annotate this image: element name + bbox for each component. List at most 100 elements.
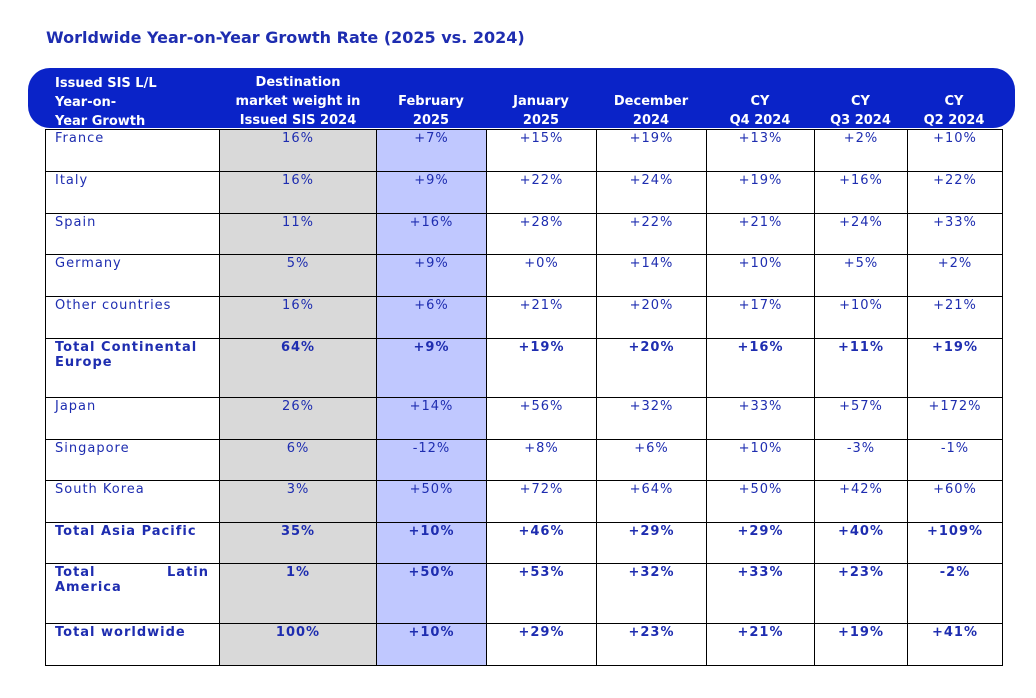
growth-table: France 16% +7% +15% +19% +13% +2% +10% Italy 16% +… (45, 129, 1003, 666)
value-cell: +6% (376, 296, 487, 339)
header-text: Issued SIS 2024 (239, 113, 357, 128)
value-cell: +57% (814, 397, 908, 440)
value-cell: +14% (376, 397, 487, 440)
value-cell: +23% (596, 623, 707, 666)
header-text: December (613, 94, 689, 109)
value-cell: +72% (486, 480, 597, 523)
table-row: Other countries 16% +6% +21% +20% +17% +10% +21… (45, 296, 1003, 339)
row-label: Total Continental Europe (45, 338, 220, 398)
value-cell: +42% (814, 480, 908, 523)
value-cell: +17% (706, 296, 815, 339)
header-text: 2024 (632, 113, 670, 128)
header-text: Year-on- (55, 95, 117, 110)
value-cell: +8% (486, 439, 597, 481)
value-cell: +28% (486, 213, 597, 255)
value-cell: +7% (376, 129, 487, 172)
table-row: Total Continental Europe 64% +9% +19% +20% +1… (45, 338, 1003, 398)
value-cell: +21% (706, 623, 815, 666)
value-cell: +22% (486, 171, 597, 214)
value-cell: +29% (596, 522, 707, 564)
row-label: Germany (45, 254, 220, 297)
value-cell: +9% (376, 254, 487, 297)
header-text: Q2 2024 (923, 113, 985, 128)
value-cell: +33% (907, 213, 1003, 255)
header-text: Q3 2024 (830, 113, 891, 128)
table-row: Total Latin America 1% +50% +53% +32% +33% +23% -… (45, 563, 1003, 624)
value-cell: +10% (907, 129, 1003, 172)
row-label: Japan (45, 397, 220, 440)
row-label: South Korea (45, 480, 220, 523)
value-cell: +21% (486, 296, 597, 339)
table-row: Singapore 6% -12% +8% +6% +10% -3% -1% (45, 439, 1003, 481)
value-cell: -1% (907, 439, 1003, 481)
value-cell: +6% (596, 439, 707, 481)
value-cell: +29% (706, 522, 815, 564)
header-col-q2-2024: CY Q2 2024 (907, 74, 1001, 130)
value-cell: +109% (907, 522, 1003, 564)
header-col-q3-2024: CY Q3 2024 (814, 74, 907, 130)
header-text: Year Growth (55, 114, 146, 129)
value-cell: 100% (219, 623, 377, 666)
header-text: market weight in (235, 94, 361, 109)
table-row: Japan 26% +14% +56% +32% +33% +57% +172% (45, 397, 1003, 440)
value-cell: +19% (486, 338, 597, 398)
header-text: Q4 2024 (729, 113, 791, 128)
value-cell: +32% (596, 397, 707, 440)
value-cell: 35% (219, 522, 377, 564)
value-cell: 11% (219, 213, 377, 255)
value-cell: +33% (706, 397, 815, 440)
header-text: CY (851, 94, 870, 109)
header-text: January (513, 94, 569, 109)
value-cell: +22% (907, 171, 1003, 214)
value-cell: +21% (706, 213, 815, 255)
value-cell: 6% (219, 439, 377, 481)
value-cell: +24% (814, 213, 908, 255)
value-cell: +10% (706, 254, 815, 297)
table-header: Issued SIS L/L Year-on- Year Growth Dest… (28, 68, 1015, 130)
header-text: February (398, 94, 464, 109)
value-cell: +20% (596, 296, 707, 339)
value-cell: +50% (376, 563, 487, 624)
value-cell: +29% (486, 623, 597, 666)
value-cell: +16% (814, 171, 908, 214)
table-row: South Korea 3% +50% +72% +64% +50% +42% +60% (45, 480, 1003, 523)
value-cell: +10% (706, 439, 815, 481)
header-text: Destination (255, 75, 341, 90)
value-cell: +2% (907, 254, 1003, 297)
header-col-feb-2025: February 2025 (376, 74, 486, 130)
value-cell: +172% (907, 397, 1003, 440)
value-cell: 16% (219, 296, 377, 339)
value-cell: +16% (706, 338, 815, 398)
value-cell: +56% (486, 397, 597, 440)
table-row: Total Asia Pacific 35% +10% +46% +29% +29% +40… (45, 522, 1003, 564)
value-cell: +9% (376, 171, 487, 214)
row-label: Other countries (45, 296, 220, 339)
header-text: CY (944, 94, 964, 109)
table-row: Italy 16% +9% +22% +24% +19% +16% +22% (45, 171, 1003, 214)
value-cell: +10% (376, 623, 487, 666)
header-col-weight: Destination market weight in Issued SIS … (220, 74, 376, 130)
value-cell: +64% (596, 480, 707, 523)
header-col-market: Issued SIS L/L Year-on- Year Growth (55, 74, 225, 130)
page-title: Worldwide Year-on-Year Growth Rate (2025… (46, 28, 525, 47)
header-text: CY (750, 94, 770, 109)
value-cell: +22% (596, 213, 707, 255)
value-cell: +11% (814, 338, 908, 398)
value-cell: +20% (596, 338, 707, 398)
value-cell: +32% (596, 563, 707, 624)
value-cell: +10% (814, 296, 908, 339)
label-word: America (55, 580, 122, 595)
table-row: France 16% +7% +15% +19% +13% +2% +10% (45, 129, 1003, 172)
value-cell: +0% (486, 254, 597, 297)
value-cell: 16% (219, 129, 377, 172)
row-label: Total Asia Pacific (45, 522, 220, 564)
value-cell: +19% (907, 338, 1003, 398)
table-row: Total worldwide 100% +10% +29% +23% +21% +19% +… (45, 623, 1003, 666)
value-cell: 5% (219, 254, 377, 297)
row-label: Total worldwide (45, 623, 220, 666)
value-cell: +50% (376, 480, 487, 523)
value-cell: +21% (907, 296, 1003, 339)
value-cell: +60% (907, 480, 1003, 523)
value-cell: +40% (814, 522, 908, 564)
value-cell: +14% (596, 254, 707, 297)
